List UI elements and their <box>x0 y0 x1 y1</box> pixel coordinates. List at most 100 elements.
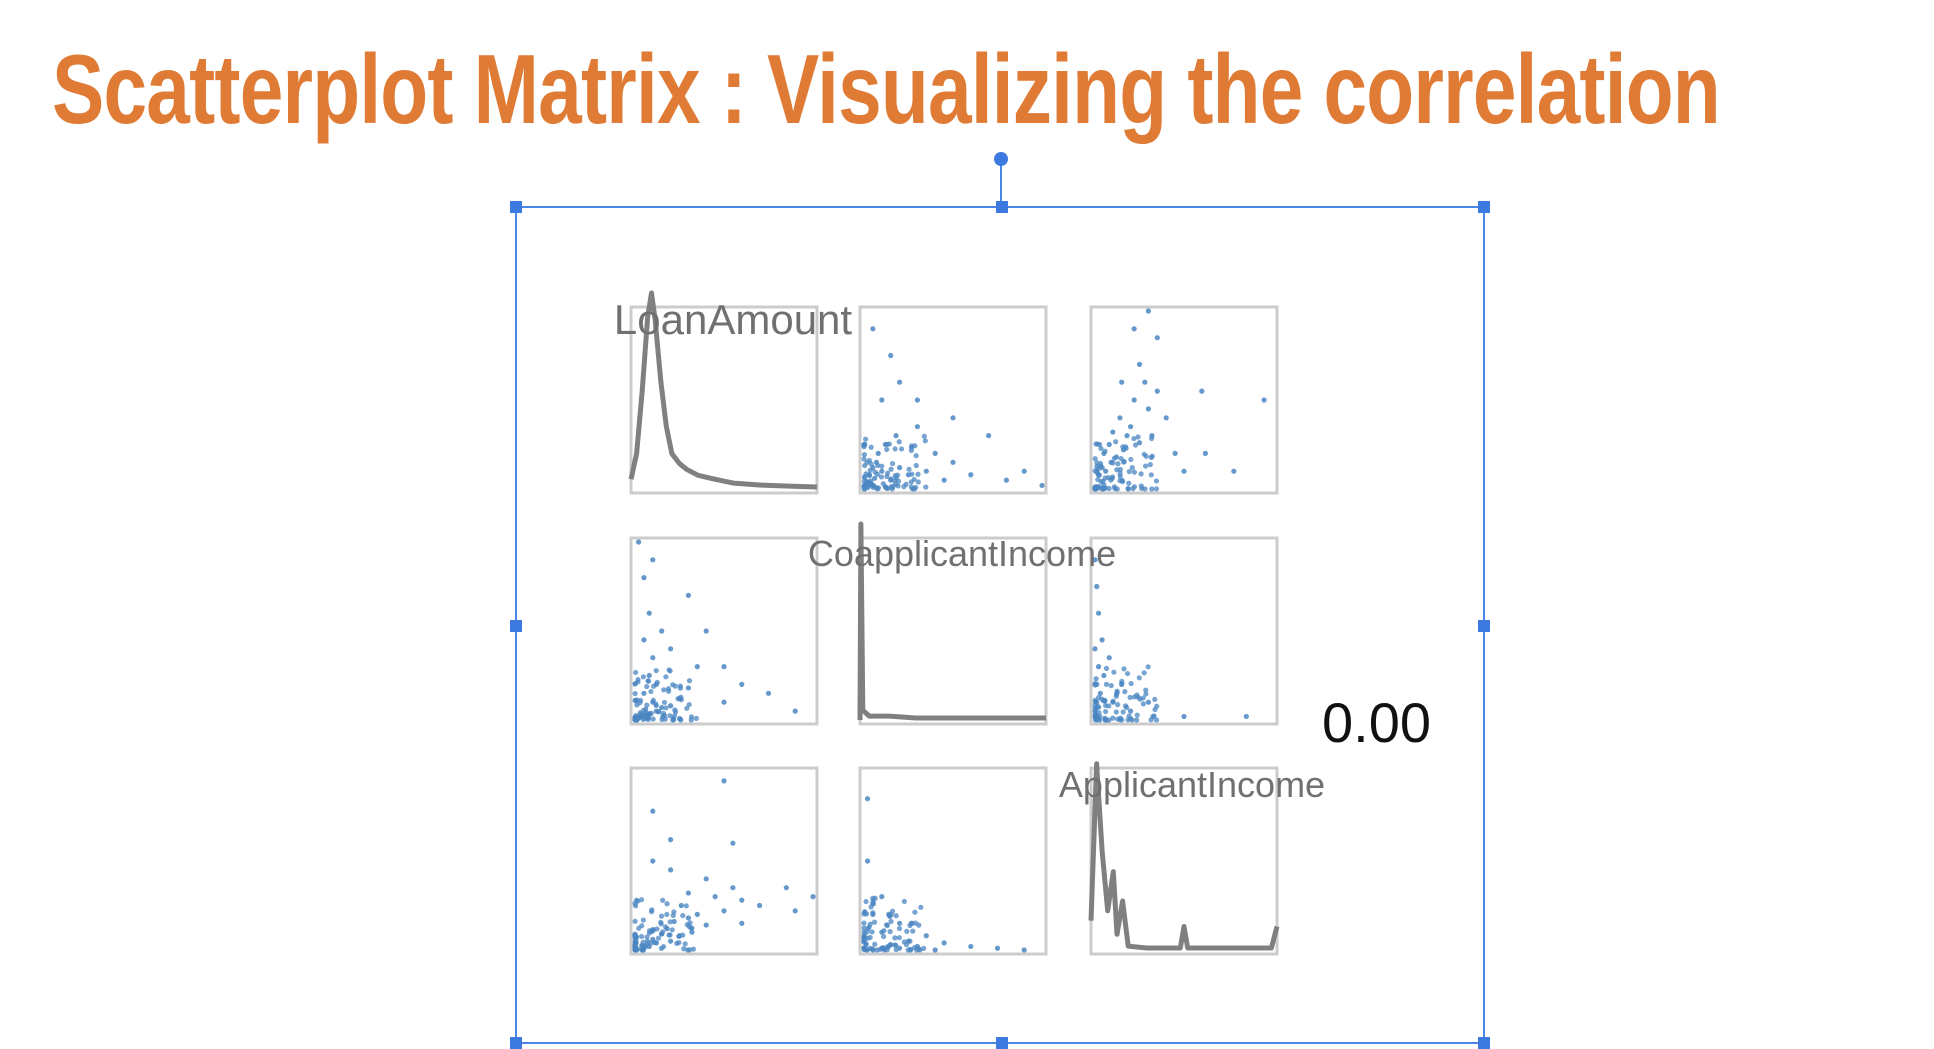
scatter-point-2-1-cluster-48 <box>892 935 898 941</box>
scatter-point-2-0-8 <box>703 922 709 928</box>
scatter-point-2-1-cluster-70 <box>864 947 871 953</box>
scatter-point-1-2-10 <box>1119 681 1125 688</box>
resize-handle-top[interactable] <box>996 201 1008 213</box>
scatter-point-2-1-1 <box>879 945 885 951</box>
scatter-point-2-1-cluster-6 <box>887 929 893 935</box>
scatter-point-0-1-19 <box>968 472 974 478</box>
scatter-point-0-2-cluster-42 <box>1098 479 1104 485</box>
scatter-point-2-1-cluster-80 <box>918 904 924 910</box>
panel-frame-0-1 <box>858 305 1048 495</box>
scatter-point-2-0-cluster-79 <box>632 931 638 937</box>
scatter-point-0-1-cluster-41 <box>861 451 868 458</box>
scatter-point-1-0-16 <box>668 646 674 652</box>
scatter-point-2-1-cluster-17 <box>910 928 916 934</box>
scatter-point-2-0-5 <box>659 931 665 937</box>
scatter-point-1-2-11 <box>1128 708 1134 714</box>
scatter-point-2-1-cluster-85 <box>916 922 922 928</box>
scatter-point-2-0-14 <box>739 897 745 903</box>
scatter-point-0-2-cluster-10 <box>1132 442 1139 448</box>
scatter-point-1-0-21 <box>641 575 647 581</box>
scatter-point-0-1-7 <box>875 450 881 456</box>
scatter-point-2-1-cluster-86 <box>893 913 899 919</box>
scatter-point-1-2-cluster-47 <box>1143 687 1149 693</box>
scatter-point-0-1-18 <box>950 459 956 465</box>
scatter-point-1-2-7 <box>1101 672 1107 679</box>
resize-handle-left[interactable] <box>510 620 522 632</box>
scatter-point-2-1-cluster-69 <box>870 895 876 901</box>
scatter-point-1-0-18 <box>659 628 665 634</box>
scatter-point-0-1-cluster-19 <box>915 471 921 477</box>
scatter-point-1-2-cluster-12 <box>1124 705 1130 711</box>
scatter-point-0-2-cluster-58 <box>1108 477 1114 483</box>
scatter-point-2-0-cluster-73 <box>671 909 677 915</box>
scatter-point-0-1-cluster-5 <box>888 466 894 472</box>
panel-frame-2-0 <box>629 766 819 956</box>
scatter-point-2-0-cluster-58 <box>669 927 675 933</box>
scatter-point-0-1-cluster-83 <box>921 433 927 439</box>
scatter-point-2-0-cluster-88 <box>646 930 653 936</box>
scatter-point-2-0-17 <box>792 908 798 914</box>
scatter-point-2-1-cluster-40 <box>871 919 878 925</box>
scatter-point-1-2-14 <box>1243 713 1249 720</box>
scatter-point-1-0-cluster-13 <box>644 702 650 708</box>
scatter-point-1-0-15 <box>650 655 656 661</box>
scatter-point-2-0-9 <box>671 918 677 925</box>
scatter-point-1-2-16 <box>1094 583 1100 590</box>
scatter-point-0-1-cluster-72 <box>908 447 914 454</box>
scatter-point-1-0-cluster-11 <box>688 714 695 720</box>
scatter-point-0-1-26 <box>870 326 876 332</box>
scatter-point-2-0-22 <box>668 867 674 873</box>
resize-handle-right[interactable] <box>1478 620 1490 632</box>
scatter-point-1-0-cluster-1 <box>684 705 690 711</box>
scatter-point-0-1-cluster-34 <box>884 473 890 480</box>
scatter-point-0-2-cluster-13 <box>1126 468 1132 475</box>
scatter-point-1-0-cluster-36 <box>640 674 647 680</box>
scatter-point-0-2-cluster-88 <box>1120 479 1126 485</box>
scatter-point-0-1-22 <box>1021 468 1027 474</box>
scatter-point-0-2-19 <box>1163 415 1169 421</box>
scatter-point-2-1-7 <box>905 938 912 944</box>
scatter-point-2-0-16 <box>685 890 692 896</box>
scatter-point-0-2-29 <box>1231 468 1237 474</box>
scatter-point-2-1-17 <box>941 940 947 946</box>
scatter-point-2-0-cluster-84 <box>687 920 693 926</box>
scatter-point-0-2-22 <box>1172 450 1178 456</box>
scatter-point-0-2-27 <box>1145 308 1151 314</box>
scatter-point-1-2-17 <box>1099 637 1105 643</box>
scatter-point-1-0-25 <box>721 664 727 670</box>
scatter-point-0-1-cluster-81 <box>892 478 898 484</box>
scatter-point-0-2-cluster-67 <box>1097 441 1103 448</box>
scatter-point-2-1-cluster-35 <box>896 925 903 932</box>
scatter-point-2-0-cluster-40 <box>654 926 660 932</box>
scatter-point-2-0-7 <box>664 926 670 932</box>
scatter-point-0-2-12 <box>1131 397 1137 403</box>
scatter-point-1-2-3 <box>1095 664 1102 670</box>
scatter-point-1-2-cluster-89 <box>1093 714 1100 720</box>
scatter-point-0-1-10 <box>888 477 894 483</box>
scatter-point-0-1-28 <box>950 415 956 421</box>
scatter-point-1-0-cluster-49 <box>666 667 672 673</box>
resize-handle-top-left[interactable] <box>510 201 522 213</box>
scatter-point-1-0-cluster-55 <box>670 682 676 688</box>
scatter-point-1-2-cluster-68 <box>1134 712 1140 718</box>
scatter-point-2-0-cluster-82 <box>660 897 666 903</box>
scatter-point-0-1-14 <box>914 424 921 430</box>
scatter-point-1-0-cluster-88 <box>645 678 651 684</box>
scatter-point-2-1-9 <box>879 929 885 935</box>
scatter-point-2-1-5 <box>968 943 974 950</box>
resize-handle-top-right[interactable] <box>1478 201 1490 213</box>
rotate-handle[interactable] <box>994 152 1008 166</box>
scatter-point-1-2-cluster-5 <box>1136 675 1142 681</box>
scatter-point-0-1-cluster-49 <box>909 443 915 449</box>
scatter-point-2-0-cluster-45 <box>686 947 693 953</box>
scatter-point-2-1-16 <box>994 945 1001 951</box>
scatter-point-0-2-8 <box>1117 415 1123 421</box>
scatter-point-1-0-cluster-69 <box>686 701 692 708</box>
scatter-point-2-0-cluster-83 <box>680 912 686 919</box>
variable-label-CoapplicantIncome: CoapplicantIncome <box>808 533 1116 574</box>
scatter-point-1-2-cluster-17 <box>1110 715 1116 721</box>
scatter-point-1-0-cluster-43 <box>671 713 678 719</box>
scatter-point-0-2-cluster-84 <box>1095 484 1101 490</box>
scatter-point-2-0-10 <box>685 915 692 921</box>
scatter-point-2-0-cluster-62 <box>689 925 695 931</box>
